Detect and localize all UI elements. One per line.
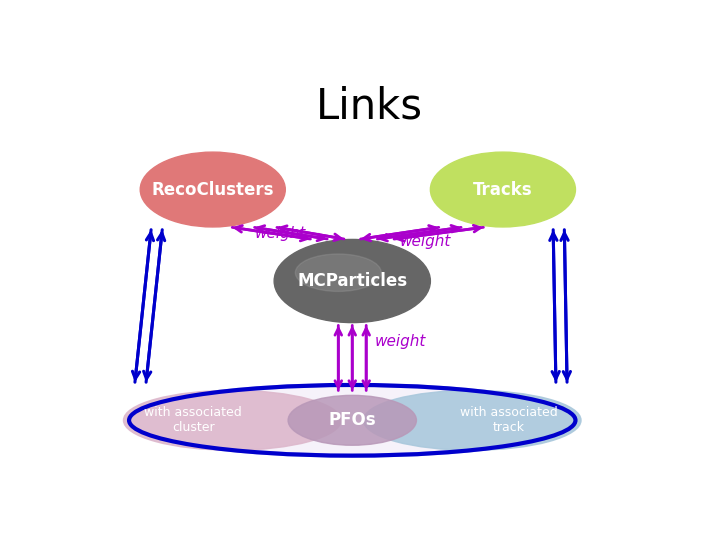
Text: RecoClusters: RecoClusters [151, 180, 274, 199]
Text: Tracks: Tracks [473, 180, 533, 199]
Text: weight: weight [400, 234, 451, 249]
Text: weight: weight [255, 226, 306, 241]
Ellipse shape [431, 152, 575, 227]
Text: with associated
track: with associated track [459, 406, 557, 434]
Ellipse shape [140, 152, 285, 227]
Text: PFOs: PFOs [328, 411, 376, 429]
Text: with associated
cluster: with associated cluster [144, 406, 242, 434]
Ellipse shape [295, 254, 382, 292]
Ellipse shape [364, 390, 581, 450]
Ellipse shape [124, 390, 341, 450]
Ellipse shape [288, 395, 416, 445]
Text: Links: Links [315, 85, 423, 127]
Text: MCParticles: MCParticles [297, 272, 408, 290]
Ellipse shape [274, 239, 431, 322]
Ellipse shape [129, 385, 575, 456]
Text: weight: weight [374, 334, 426, 349]
